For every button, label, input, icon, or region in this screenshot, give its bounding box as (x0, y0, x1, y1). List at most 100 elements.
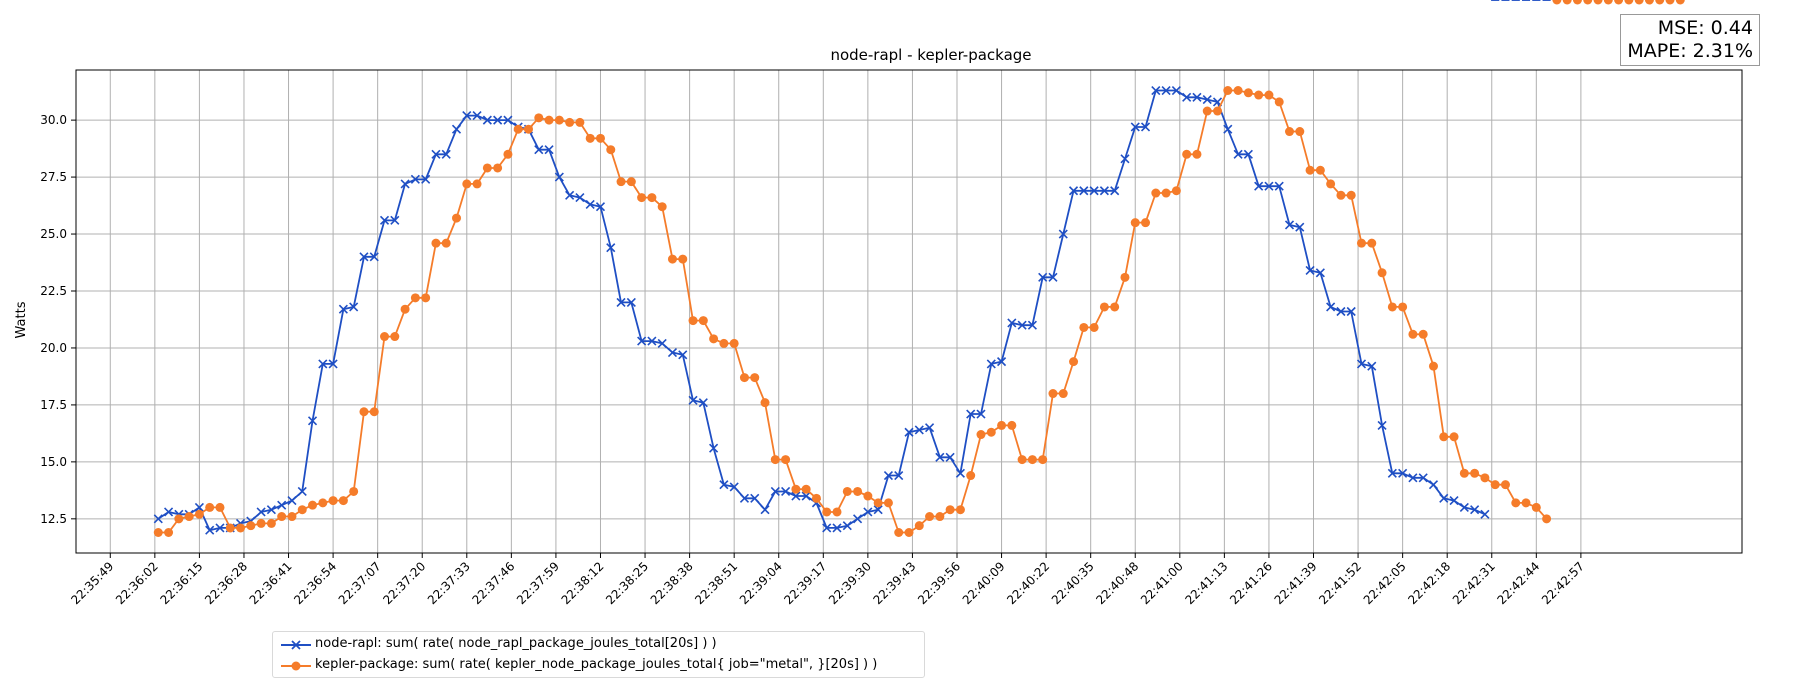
kepler-point (1356, 238, 1366, 248)
kepler-point (482, 163, 492, 173)
rapl-point (1377, 420, 1387, 430)
rapl-point (1027, 320, 1037, 330)
x-tick-label: 22:40:48 (1093, 559, 1141, 607)
x-tick-label: 22:41:39 (1272, 559, 1320, 607)
x-tick-label: 22:41:52 (1316, 559, 1364, 607)
kepler-point (1038, 455, 1048, 465)
rapl-point (307, 416, 318, 426)
kepler-point (1490, 480, 1500, 490)
series-layer (153, 0, 1685, 537)
kepler-point (1367, 238, 1377, 248)
y-tick-label: 12.5 (40, 512, 67, 526)
kepler-point (1264, 90, 1274, 100)
y-tick-label: 15.0 (40, 455, 67, 469)
kepler-point (513, 124, 523, 134)
kepler-point (1243, 88, 1253, 98)
kepler-point (626, 177, 636, 187)
rapl-point (153, 514, 163, 524)
kepler-point (1511, 498, 1521, 508)
rapl-point (1387, 468, 1397, 478)
rapl-point (1459, 502, 1469, 512)
rapl-point (760, 505, 770, 515)
kepler-point (770, 455, 780, 465)
kepler-point (791, 484, 801, 494)
rapl-point (770, 486, 780, 497)
rapl-point (534, 145, 544, 155)
kepler-point (698, 316, 708, 326)
kepler-point (575, 117, 585, 127)
x-tick-label: 22:36:54 (291, 559, 339, 607)
kepler-point (1665, 0, 1675, 5)
rapl-point (925, 423, 935, 433)
rapl-point (400, 179, 410, 189)
legend-marker-x (281, 640, 311, 650)
kepler-point (750, 373, 760, 383)
kepler-point (739, 373, 749, 383)
kepler-point (832, 507, 842, 517)
y-axis-label: Watts (14, 301, 29, 338)
kepler-point (205, 502, 215, 512)
y-tick-label: 30.0 (40, 113, 67, 127)
kepler-point (1326, 179, 1336, 189)
rapl-point (1161, 85, 1171, 96)
x-tick-label: 22:39:17 (781, 559, 829, 607)
rapl-point (894, 470, 904, 481)
kepler-point (1449, 432, 1459, 442)
kepler-point (1552, 0, 1562, 5)
kepler-point (657, 202, 667, 212)
kepler-point (595, 133, 605, 143)
rapl-point (379, 215, 390, 225)
kepler-point (554, 115, 564, 125)
rapl-point (338, 304, 348, 314)
x-tick-label: 22:36:15 (158, 559, 206, 607)
legend-label-rapl: node-rapl: sum( rate( node_rapl_package_… (315, 636, 717, 651)
kepler-point (925, 512, 935, 522)
x-tick-label: 22:37:59 (514, 559, 562, 607)
rapl-point (966, 409, 976, 419)
kepler-point (1161, 188, 1171, 198)
rapl-point (904, 427, 914, 437)
kepler-point (1593, 0, 1603, 5)
kepler-point (914, 521, 924, 531)
kepler-point (410, 293, 420, 303)
x-tick-label: 22:38:25 (603, 559, 651, 607)
rapl-point (1336, 306, 1346, 317)
x-tick-label: 22:41:00 (1138, 559, 1186, 607)
kepler-point (287, 512, 297, 522)
kepler-point (277, 512, 287, 522)
rapl-point (482, 115, 492, 125)
kepler-point (1285, 127, 1295, 137)
rapl-point (1110, 186, 1120, 196)
kepler-point (678, 254, 688, 264)
kepler-point (1151, 188, 1161, 198)
rapl-point (616, 297, 626, 307)
kepler-point (1058, 389, 1068, 399)
rapl-point (781, 486, 791, 497)
rapl-point (1398, 468, 1408, 478)
rapl-point (256, 507, 266, 517)
x-tick-label: 22:41:13 (1182, 559, 1230, 607)
kepler-point (452, 213, 462, 223)
kepler-point (883, 498, 893, 508)
kepler-point (1531, 502, 1541, 512)
rapl-point (1182, 92, 1192, 102)
rapl-point (832, 523, 842, 533)
kepler-point (1572, 0, 1582, 5)
kepler-point (1213, 106, 1223, 116)
rapl-point (1058, 229, 1068, 239)
rapl-point (1439, 493, 1449, 503)
rapl-point (1068, 186, 1079, 196)
rapl-point (410, 174, 420, 184)
rapl-point (565, 190, 575, 200)
rapl-point (626, 297, 636, 307)
kepler-point (997, 420, 1007, 430)
x-tick-label: 22:37:33 (425, 559, 473, 607)
kepler-point (1603, 0, 1613, 5)
rapl-point (462, 111, 472, 121)
rapl-point (297, 486, 307, 497)
kepler-point (1274, 97, 1284, 107)
rapl-point (1346, 306, 1356, 317)
kepler-point (266, 518, 276, 528)
kepler-point (1130, 218, 1140, 228)
rapl-point (935, 452, 945, 462)
